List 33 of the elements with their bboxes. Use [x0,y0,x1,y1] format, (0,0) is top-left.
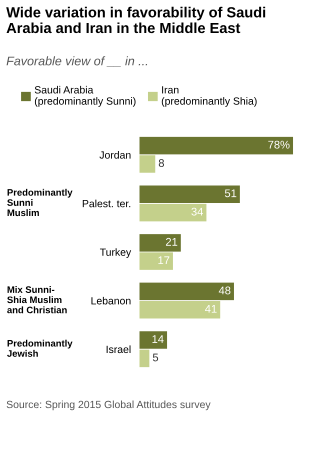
data-label: 34 [191,208,204,216]
bar [140,252,173,270]
data-label: 48 [218,286,230,294]
data-label: 51 [224,189,236,198]
bar [140,301,220,319]
bar [140,331,168,349]
data-label: 14 [152,335,164,343]
bar [140,282,234,300]
text: Predominantly Sunni Muslim [7,188,72,216]
data-label: 21 [166,238,178,246]
text: Mix Sunni- Shia Muslim and Christian [7,286,67,314]
y-tick-label: Lebanon [91,296,130,304]
data-label: 41 [205,305,217,313]
bar [140,204,206,222]
bar [140,136,294,154]
data-label: 8 [158,159,164,167]
legend-label: Saudi Arabia (predominantly Sunni) [34,86,136,107]
chart-subtitle: Favorable view of __ in ... [6,56,148,67]
y-tick-label: Palest. ter. [82,200,130,208]
y-tick-label: Jordan [99,151,130,159]
data-label: 78% [268,140,290,149]
text: Predominantly Jewish [7,340,72,357]
bar [140,350,150,368]
bar [140,155,156,173]
bar [140,234,181,252]
y-tick-label: Turkey [100,248,132,258]
y-tick-label: Israel [106,345,130,354]
bar [140,185,240,203]
data-label: 5 [152,354,158,362]
data-label: 17 [158,256,170,264]
source-note: Source: Spring 2015 Global Attitudes survey [6,400,211,410]
chart-title: Wide variation in favorability of Saudi Arabia and Iran in the Middle East [6,6,266,34]
legend-label: Iran (predominantly Shia) [162,86,257,107]
